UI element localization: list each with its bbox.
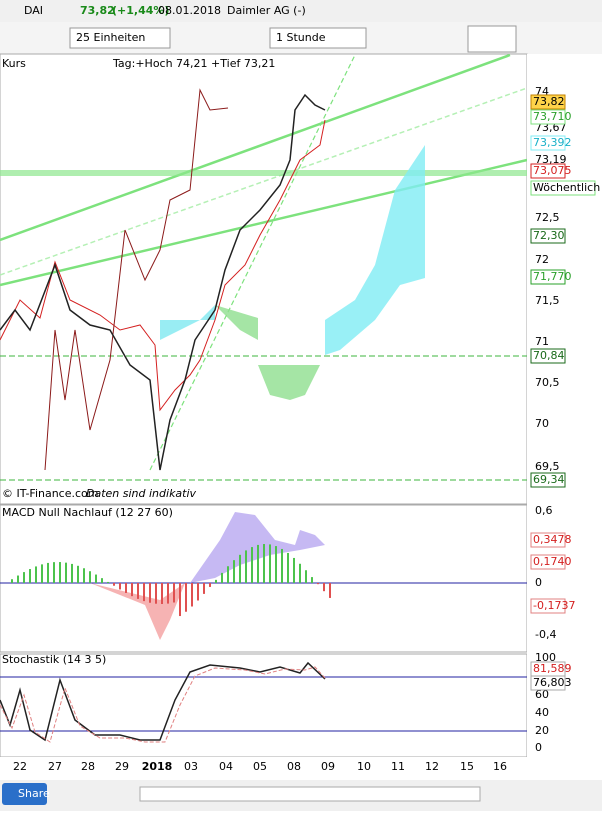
x-tick-label: 03 <box>184 760 198 773</box>
weekly-label: Wöchentlich <box>533 181 600 194</box>
interval-text: 1 Stunde <box>276 31 326 44</box>
stoch-label: Stochastik (14 3 5) <box>2 653 106 666</box>
price-marker-label: -0,1737 <box>533 599 575 612</box>
interval-select[interactable] <box>269 27 367 49</box>
chart-type-button[interactable] <box>467 25 517 53</box>
axis-label: 60 <box>535 688 549 701</box>
axis-label: 40 <box>535 706 549 719</box>
x-tick-label: 2018 <box>142 760 173 773</box>
price-marker-label: 70,84 <box>533 349 565 362</box>
price-marker <box>530 532 566 548</box>
x-tick-label: 05 <box>253 760 267 773</box>
price-marker-label: 73,075 <box>533 164 572 177</box>
price-marker-label: 73,82 <box>533 95 565 108</box>
price-marker-label: 81,589 <box>533 662 572 675</box>
x-tick-label: 08 <box>287 760 301 773</box>
axis-label: 72,5 <box>535 211 560 224</box>
x-tick-label: 27 <box>48 760 62 773</box>
axis-label: 70,5 <box>535 376 560 389</box>
price-marker-label: 0,3478 <box>533 533 572 546</box>
header-bar <box>0 0 602 22</box>
x-tick-label: 09 <box>321 760 335 773</box>
price-panel-label: Kurs <box>2 57 26 70</box>
units-select[interactable] <box>69 27 171 49</box>
disclaimer: Daten sind indikativ <box>86 487 197 500</box>
price-marker-label: 76,803 <box>533 676 572 689</box>
price-marker <box>530 163 566 179</box>
x-tick-label: 10 <box>357 760 371 773</box>
price-marker <box>530 472 566 488</box>
scrollbar[interactable] <box>139 786 481 802</box>
price-panel-info: Tag:+Hoch 74,21 +Tief 73,21 <box>112 57 275 70</box>
x-tick-label: 12 <box>425 760 439 773</box>
units-text: 25 Einheiten <box>76 31 145 44</box>
x-tick-label: 16 <box>493 760 507 773</box>
symbol: DAI <box>24 4 43 17</box>
price-marker <box>530 135 566 151</box>
share-button[interactable] <box>2 783 47 805</box>
x-tick-label: 11 <box>391 760 405 773</box>
x-tick-label: 04 <box>219 760 233 773</box>
x-tick-label: 28 <box>81 760 95 773</box>
price: 73,82 <box>80 4 115 17</box>
price-marker <box>530 94 566 110</box>
axis-label: 0 <box>535 576 542 589</box>
axis-label: 71 <box>535 335 549 348</box>
change: (+1,44%) <box>112 4 169 17</box>
price-marker-label: 71,770 <box>533 270 572 283</box>
axis-label: -0,4 <box>535 628 556 641</box>
axis-label: 100 <box>535 651 556 664</box>
price-marker <box>530 269 566 285</box>
date: 08.01.2018 <box>158 4 221 17</box>
x-tick-label: 15 <box>460 760 474 773</box>
price-marker-label: 69,34 <box>533 473 565 486</box>
price-marker <box>530 109 566 125</box>
axis-label: 0,6 <box>535 504 553 517</box>
price-marker-label: 73,710 <box>533 110 572 123</box>
x-tick-label: 22 <box>13 760 27 773</box>
price-marker <box>530 228 566 244</box>
axis-label: 69,5 <box>535 460 560 473</box>
x-tick-label: 29 <box>115 760 129 773</box>
x-axis <box>0 757 527 779</box>
axis-label: 72 <box>535 253 549 266</box>
company-name: Daimler AG (-) <box>227 4 306 17</box>
axis-label: 70 <box>535 417 549 430</box>
axis-label: 71,5 <box>535 294 560 307</box>
price-marker-label: 0,1740 <box>533 555 572 568</box>
weekly-marker <box>530 180 596 196</box>
price-marker-label: 73,392 <box>533 136 572 149</box>
price-panel: Kurs Tag:+Hoch 74,21 +Tief 73,21 © IT-Fi… <box>0 53 528 505</box>
stoch-panel: Stochastik (14 3 5) <box>0 653 528 758</box>
price-marker <box>530 348 566 364</box>
price-marker <box>530 675 566 691</box>
macd-label: MACD Null Nachlauf (12 27 60) <box>2 506 173 519</box>
axis-label: 0 <box>535 741 542 754</box>
axis-label: 73,19 <box>535 153 567 166</box>
price-marker <box>530 598 566 614</box>
price-marker <box>530 554 566 570</box>
copyright: © IT-Finance.com <box>2 487 99 500</box>
price-marker-label: 72,30 <box>533 229 565 242</box>
share-text: Share <box>18 787 50 800</box>
axis-label: 20 <box>535 724 549 737</box>
